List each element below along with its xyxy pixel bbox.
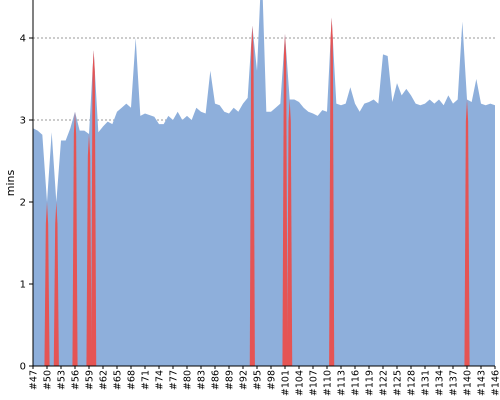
highlight-spike	[249, 25, 255, 366]
x-tick-label: #56	[71, 370, 82, 390]
area-series	[33, 0, 495, 366]
x-tick-label: #143	[477, 370, 488, 396]
highlight-spike	[282, 33, 288, 367]
area-fill	[33, 0, 495, 366]
y-tick-label: 0	[20, 362, 26, 373]
x-tick-label: #101	[281, 370, 292, 396]
x-tick-label: #89	[225, 370, 236, 390]
highlight-spike	[464, 99, 470, 366]
x-tick-label: #98	[267, 370, 278, 390]
x-tick-label: #137	[449, 370, 460, 396]
x-tick-label: #62	[99, 370, 110, 390]
x-tick-label: #134	[435, 370, 446, 396]
highlight-spike	[44, 202, 50, 366]
highlight-spike	[329, 17, 335, 366]
y-tick-label: 2	[20, 198, 26, 209]
y-tick-label: 4	[20, 34, 26, 45]
x-tick-label: #131	[421, 370, 432, 396]
x-tick-label: #59	[85, 370, 96, 390]
x-tick-label: #125	[393, 370, 404, 396]
y-tick-label: 1	[20, 280, 26, 291]
x-tick-label: #140	[463, 370, 474, 396]
x-tick-label: #104	[295, 370, 306, 396]
axes	[32, 0, 495, 367]
y-axis-label: mins	[4, 169, 17, 196]
x-tick-label: #146	[491, 370, 500, 396]
x-tick-label: #50	[43, 370, 54, 390]
y-tick-label: 3	[20, 116, 26, 127]
highlight-spike	[53, 202, 59, 366]
x-tick-label: #119	[365, 370, 376, 396]
x-tick-label: #86	[211, 370, 222, 390]
x-tick-label: #53	[57, 370, 68, 390]
x-tick-label: #107	[309, 370, 320, 396]
highlight-spike	[72, 111, 78, 366]
x-tick-label: #47	[29, 370, 40, 390]
x-tick-label: #83	[197, 370, 208, 390]
x-tick-label: #122	[379, 370, 390, 396]
x-tick-label: #77	[169, 370, 180, 390]
y-tick-labels: 0 1 2 3 4	[20, 34, 33, 373]
x-tick-label: #128	[407, 370, 418, 396]
x-tick-labels: #47 #50 #53 #56 #59 #62 #65 #68 #71 #74 #77 #80 #83 #…	[29, 366, 500, 396]
highlight-spike	[91, 50, 97, 367]
x-tick-label: #74	[155, 370, 166, 390]
highlight-spike	[287, 99, 293, 366]
x-tick-label: #110	[323, 370, 334, 396]
x-tick-label: #95	[253, 370, 264, 390]
x-tick-label: #71	[141, 370, 152, 390]
x-tick-label: #92	[239, 370, 250, 390]
x-tick-label: #116	[351, 370, 362, 396]
x-tick-label: #65	[113, 370, 124, 390]
highlight-spike	[86, 133, 92, 366]
highlight-spikes	[44, 17, 470, 367]
x-tick-label: #80	[183, 370, 194, 390]
x-tick-label: #113	[337, 370, 348, 396]
x-tick-label: #68	[127, 370, 138, 390]
